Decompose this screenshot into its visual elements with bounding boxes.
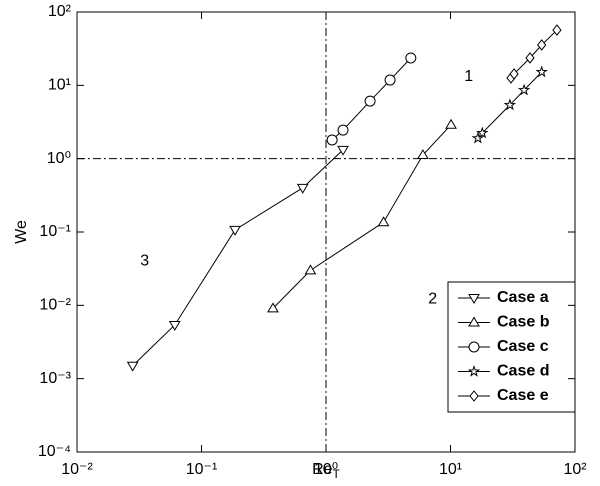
data-point — [304, 264, 317, 275]
y-tick-label: 10¹ — [48, 77, 71, 94]
series-line — [132, 149, 344, 367]
data-point — [445, 118, 457, 129]
data-point — [537, 39, 547, 51]
x-axis-label-main: Re — [312, 461, 333, 478]
x-axis-label: ReT — [312, 461, 340, 481]
data-point — [168, 320, 181, 331]
data-point — [503, 98, 517, 111]
annotation: 3 — [140, 252, 149, 269]
annotation: 1 — [464, 68, 473, 85]
x-tick-label: 10⁻² — [61, 461, 93, 478]
legend-label: Case c — [497, 338, 549, 355]
data-point — [337, 145, 349, 156]
data-point — [417, 149, 429, 160]
y-tick-label: 10⁻¹ — [39, 223, 71, 240]
legend-marker — [468, 294, 480, 304]
data-point — [517, 83, 531, 96]
data-point — [476, 126, 489, 139]
x-tick-label: 10⁻¹ — [186, 461, 218, 478]
series-line — [510, 29, 558, 79]
legend-label: Case b — [497, 314, 550, 331]
data-point — [535, 65, 548, 78]
data-point — [552, 24, 562, 36]
data-point — [296, 183, 309, 194]
data-point — [326, 134, 338, 146]
y-tick-label: 10² — [48, 3, 72, 20]
x-tick-label: 10¹ — [439, 461, 462, 478]
data-point — [509, 68, 519, 80]
legend-marker — [468, 316, 480, 327]
y-tick-label: 10⁻² — [39, 297, 71, 314]
y-tick-label: 10⁻³ — [39, 370, 71, 387]
legend-label: Case e — [497, 387, 549, 404]
legend-marker — [468, 341, 480, 353]
data-point — [126, 361, 139, 372]
legend-label: Case a — [497, 289, 549, 306]
data-point — [471, 131, 485, 144]
x-tick-label: 10² — [563, 461, 587, 478]
legend-marker — [467, 364, 481, 377]
data-point — [525, 52, 535, 64]
data-point — [377, 216, 390, 227]
legend-label: Case d — [497, 363, 549, 380]
annotation: 2 — [428, 291, 437, 308]
data-point — [337, 124, 349, 136]
data-point — [384, 74, 396, 86]
data-point — [229, 225, 241, 236]
x-tick-label: 10⁰ — [314, 461, 338, 478]
data-point — [405, 52, 417, 64]
y-tick-label: 10⁰ — [47, 150, 71, 167]
y-axis-label: We — [13, 220, 30, 244]
x-axis-label-sub: T — [333, 467, 341, 481]
legend-marker — [469, 390, 479, 402]
data-point — [364, 95, 376, 107]
y-tick-label: 10⁻⁴ — [38, 443, 71, 460]
data-point — [267, 302, 279, 313]
